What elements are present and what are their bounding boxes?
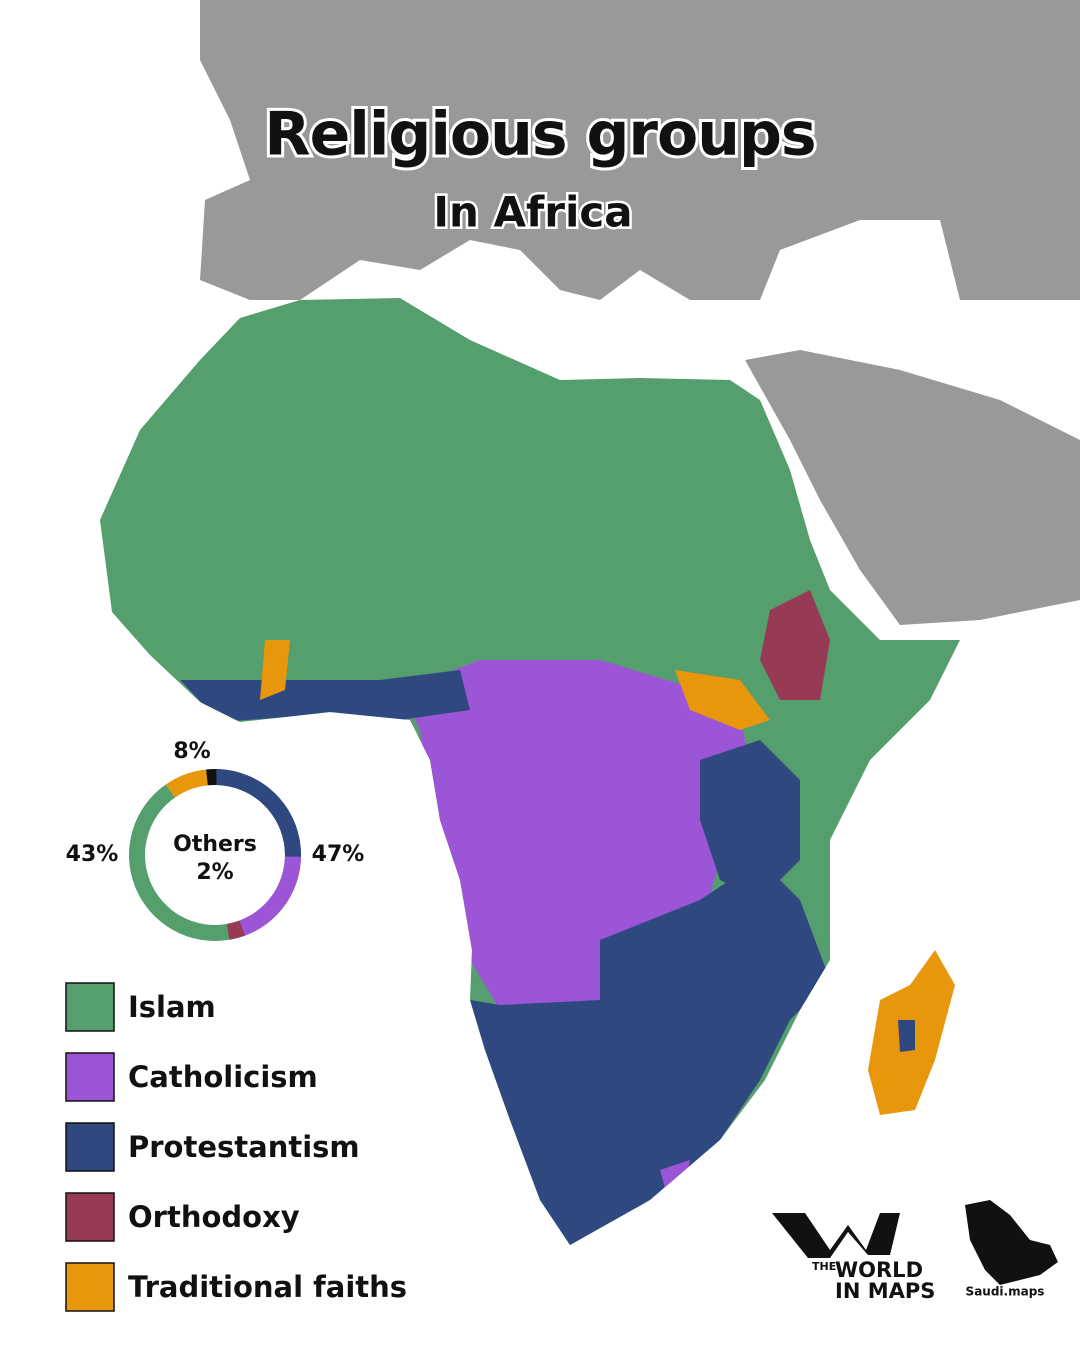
christianity-label: 47% <box>312 842 365 867</box>
legend-swatch <box>65 1052 115 1102</box>
donut-subsegment <box>239 856 301 936</box>
donut-subsegment <box>226 920 245 940</box>
subtitle: In Africa <box>433 188 632 237</box>
legend-swatch <box>65 1122 115 1172</box>
brand-line1: WORLD <box>835 1258 923 1282</box>
islam-label: 43% <box>66 842 119 867</box>
donut-segment <box>165 769 208 798</box>
madagascar-protestant <box>898 1020 915 1052</box>
region-protestant-west <box>180 670 470 722</box>
center-label: Others <box>173 832 257 857</box>
title: Religious groups <box>264 100 815 170</box>
region-traditional <box>675 670 770 730</box>
others-label: 2% <box>196 860 233 885</box>
region-orthodox <box>760 590 830 700</box>
region-traditional-west <box>260 640 290 700</box>
region-protestant-east <box>700 740 800 900</box>
donut-segment <box>128 784 230 942</box>
donut-segment <box>206 769 217 786</box>
legend-label: Traditional faiths <box>128 1270 407 1304</box>
middle-east-land <box>745 350 1080 625</box>
europe-land <box>200 0 1080 300</box>
region-protestant <box>470 860 830 1245</box>
legend-label: Catholicism <box>128 1060 318 1094</box>
donut-subsegment <box>216 769 301 857</box>
brand-small: THE <box>812 1260 836 1273</box>
saudi-silhouette <box>965 1200 1058 1285</box>
legend: Islam Catholicism Protestantism Orthodoxy Tr… <box>65 982 407 1312</box>
legend-swatch <box>65 982 115 1032</box>
legend-label: Orthodoxy <box>128 1200 300 1234</box>
partner: Saudi.maps <box>966 1285 1045 1299</box>
traditional-label: 8% <box>173 739 210 764</box>
brand-line2: IN MAPS <box>835 1279 935 1303</box>
wm-logo <box>772 1213 900 1258</box>
legend-swatch <box>65 1262 115 1312</box>
legend-label: Islam <box>128 990 216 1024</box>
legend-swatch <box>65 1192 115 1242</box>
donut-chart <box>128 769 302 942</box>
legend-label: Protestantism <box>128 1130 360 1164</box>
